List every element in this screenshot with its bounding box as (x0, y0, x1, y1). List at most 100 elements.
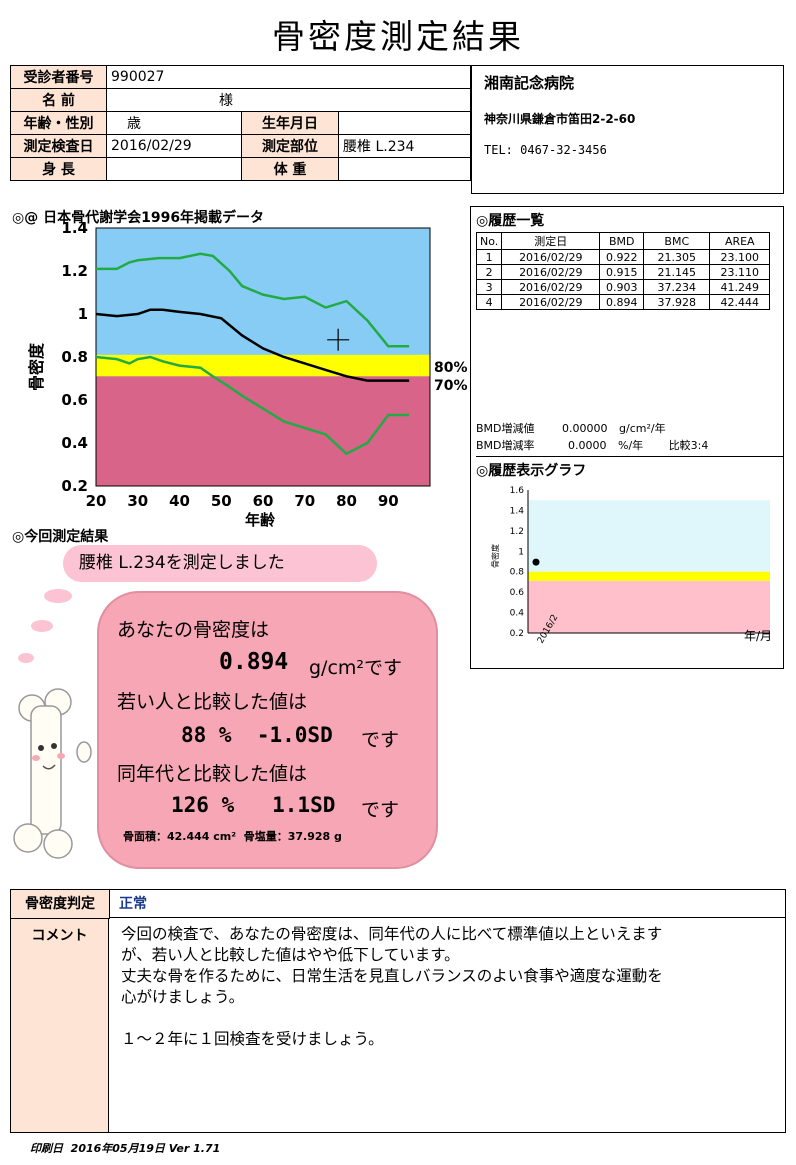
history-table: No. 測定日 BMD BMC AREA 1 2016/02/29 0.922 21.… (475, 232, 771, 310)
history-title: ◎履歴一覧 (476, 213, 545, 229)
table-cell: 4 (475, 294, 503, 310)
result-line3: 同年代と比較した値は (117, 763, 308, 785)
history-chart-title: ◎履歴表示グラフ (476, 463, 587, 479)
hospital-box: 湘南記念病院 神奈川県鎌倉市笛田2-2-60 TEL: 0467-32-3456 (471, 65, 784, 194)
history-col-area: AREA (709, 232, 771, 250)
history-band (528, 580, 770, 633)
patient-id-label: 受診者番号 (10, 65, 107, 89)
history-y-tick: 0.6 (510, 588, 525, 598)
divider (476, 456, 784, 457)
page-title: 骨密度測定結果 (272, 17, 524, 56)
bmd-rate-label: BMD増減率 (476, 439, 535, 452)
y-tick-label: 1 (78, 305, 88, 323)
y-tick-label: 1.4 (61, 222, 88, 237)
name-label: 名 前 (10, 88, 107, 112)
table-cell: 3 (475, 279, 503, 295)
y-tick-label: 1.2 (61, 262, 88, 280)
x-tick-label: 50 (211, 492, 232, 510)
table-cell: 2016/02/29 (501, 294, 601, 310)
bmd-change-label: BMD増減値 (476, 422, 535, 435)
history-y-tick: 1 (518, 547, 524, 557)
young-comparison: 88 % -1.0SD (181, 723, 333, 747)
y-tick-label: 0.8 (61, 348, 88, 366)
history-y-tick: 0.4 (510, 609, 525, 619)
bmd-value: 0.894 (219, 649, 289, 675)
history-col-bmc: BMC (643, 232, 711, 250)
site-value: 腰椎 L.234 (338, 134, 471, 158)
age-label: 年齢・性別 (10, 111, 107, 135)
y-tick-label: 0.2 (61, 477, 88, 495)
history-y-tick: 0.2 (510, 629, 524, 639)
bone-mascot-icon (13, 589, 92, 859)
height-value (106, 157, 242, 181)
history-col-bmd: BMD (599, 232, 645, 250)
history-x-unit: 年/月 (744, 629, 772, 643)
history-band (528, 571, 770, 581)
history-col-no: No. (475, 232, 503, 250)
y-tick-label: 0.4 (61, 434, 88, 452)
table-row: 1 2016/02/29 0.922 21.305 23.100 (475, 249, 771, 265)
result-line2: 若い人と比較した値は (117, 691, 308, 713)
x-tick-label: 80 (336, 492, 357, 510)
band-80% (96, 354, 430, 377)
history-point (532, 558, 540, 566)
table-cell: 0.903 (599, 279, 645, 295)
patient-id-value: 990027 (106, 65, 471, 89)
comment-label: コメント (11, 919, 109, 1132)
judgement-label: 骨密度判定 (11, 890, 110, 919)
x-tick-label: 30 (127, 492, 148, 510)
history-y-label: 骨密度 (490, 544, 500, 568)
history-col-date: 測定日 (501, 232, 601, 250)
sd-line (95, 355, 410, 456)
table-cell: 21.305 (643, 249, 711, 265)
table-row: 2 2016/02/29 0.915 21.145 23.110 (475, 264, 771, 280)
bmd-change-unit: g/cm²/年 (619, 422, 666, 435)
table-row: 3 2016/02/29 0.903 37.234 41.249 (475, 279, 771, 295)
comment-text: 今回の検査で、あなたの骨密度は、同年代の人に比べて標準値以上といえます が、若い… (121, 925, 663, 1048)
name-suffix: 様 (106, 88, 471, 112)
x-tick-label: 40 (169, 492, 190, 510)
weight-label: 体 重 (241, 157, 339, 181)
bmd-unit: g/cm²です (309, 657, 403, 679)
exam-date-label: 測定検査日 (10, 134, 107, 158)
judgement-box: 骨密度判定 正常 コメント 今回の検査で、あなたの骨密度は、同年代の人に比べて標… (10, 889, 786, 1133)
judgement-value: 正常 (109, 890, 785, 918)
bmd-age-chart: 0.20.40.60.811.21.420 30 40 50 60 70 80 90 骨密度 … (27, 222, 468, 529)
main-chart-title: ◎@ 日本骨代謝学会1996年掲載データ (12, 210, 265, 226)
history-y-tick: 0.8 (510, 568, 525, 578)
sd-line (96, 252, 410, 348)
band-70-label: 70% (434, 378, 468, 394)
patient-info-table: 受診者番号 990027 名 前 様 年齢・性別 歳 生年月日 測定検査日 20… (10, 65, 471, 181)
bmd-change-value: 0.00000 (562, 422, 608, 435)
dob-label: 生年月日 (241, 111, 339, 135)
result-line1: あなたの骨密度は (117, 619, 270, 641)
x-tick-label: 70 (294, 492, 315, 510)
y-tick-label: 0.6 (61, 391, 88, 409)
measured-site-banner: 腰椎 L.234を測定しました (63, 545, 377, 582)
mean-line (95, 308, 410, 382)
history-y-tick: 1.4 (510, 506, 525, 516)
bmd-rate-value: 0.0000 (568, 439, 607, 452)
table-cell: 41.249 (709, 279, 771, 295)
table-cell: 0.922 (599, 249, 645, 265)
comparison-ratio: 比較3:4 (668, 439, 709, 452)
table-cell: 2016/02/29 (501, 249, 601, 265)
x-tick-label: 60 (253, 492, 274, 510)
table-cell: 23.100 (709, 249, 771, 265)
table-row: 4 2016/02/29 0.894 37.928 42.444 (475, 294, 771, 310)
x-tick-label: 20 (86, 492, 107, 510)
table-cell: 2 (475, 264, 503, 280)
area-content: 骨面積：42.444 cm² 骨塩量：37.928 g (123, 830, 342, 843)
table-cell: 2016/02/29 (501, 264, 601, 280)
age-comparison: 126 % 1.1SD (171, 793, 336, 817)
young-suffix: です (361, 729, 400, 751)
x-axis-label: 年齢 (245, 511, 276, 529)
x-tick-label: 90 (378, 492, 399, 510)
history-y-tick: 1.2 (510, 527, 524, 537)
table-cell: 2016/02/29 (501, 279, 601, 295)
bmd-rate-row: BMD増減率 0.0000 %/年 比較3:4 (476, 437, 708, 453)
table-cell: 23.110 (709, 264, 771, 280)
dob-value (338, 111, 471, 135)
history-y-tick: 1.6 (510, 486, 525, 496)
bmd-rate-unit: %/年 (618, 439, 644, 452)
